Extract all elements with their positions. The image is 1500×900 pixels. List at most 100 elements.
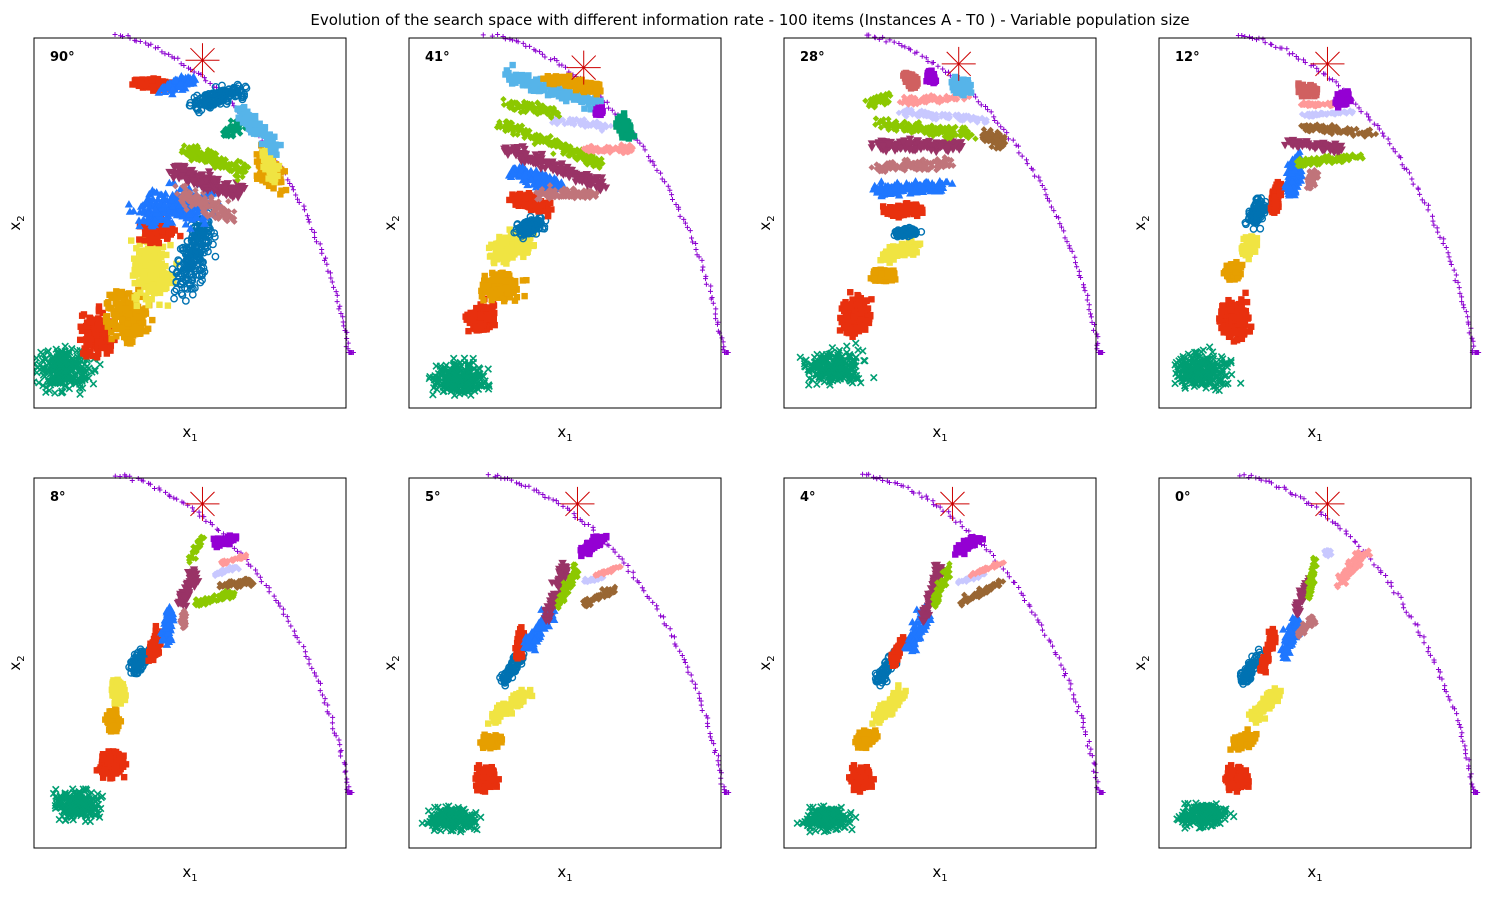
scatter-point bbox=[447, 378, 456, 387]
scatter-point bbox=[77, 323, 84, 330]
front-point bbox=[720, 339, 726, 345]
scatter-point bbox=[457, 375, 465, 383]
scatter-point bbox=[548, 206, 555, 213]
scatter-point bbox=[490, 302, 498, 309]
front-point bbox=[606, 105, 612, 111]
scatter-point bbox=[514, 125, 522, 132]
scatter-point bbox=[598, 155, 605, 163]
scatter-point bbox=[510, 196, 517, 204]
scatter-point bbox=[61, 358, 70, 367]
scatter-point bbox=[176, 79, 185, 87]
scatter-point bbox=[84, 323, 91, 330]
scatter-point bbox=[568, 190, 575, 197]
front-point bbox=[681, 216, 687, 222]
scatter-point bbox=[242, 114, 250, 122]
front-point bbox=[542, 54, 548, 60]
scatter-point bbox=[142, 292, 150, 299]
scatter-point bbox=[141, 237, 148, 244]
scatter-point bbox=[57, 347, 66, 356]
scatter-point bbox=[581, 194, 589, 202]
population-cloud bbox=[219, 117, 249, 140]
scatter-point bbox=[193, 181, 202, 189]
scatter-point bbox=[136, 202, 146, 210]
scatter-point bbox=[622, 147, 629, 154]
scatter-point bbox=[149, 83, 156, 90]
scatter-point bbox=[439, 387, 447, 396]
scatter-point bbox=[139, 315, 146, 323]
scatter-point bbox=[513, 198, 521, 206]
scatter-point bbox=[262, 147, 269, 155]
front-point bbox=[155, 45, 161, 51]
scatter-point bbox=[484, 365, 492, 373]
scatter-point bbox=[613, 144, 620, 152]
scatter-point bbox=[207, 189, 216, 198]
scatter-point bbox=[482, 282, 490, 289]
scatter-point bbox=[67, 377, 75, 385]
front-point bbox=[533, 48, 539, 54]
scatter-point bbox=[571, 147, 578, 154]
scatter-point bbox=[92, 332, 100, 339]
scatter-point bbox=[220, 186, 230, 195]
scatter-point bbox=[582, 171, 592, 179]
scatter-point bbox=[508, 119, 516, 127]
scatter-point bbox=[265, 175, 272, 182]
scatter-point bbox=[555, 118, 562, 125]
scatter-point bbox=[94, 322, 102, 329]
scatter-point bbox=[500, 95, 507, 103]
scatter-point bbox=[142, 305, 149, 312]
scatter-point bbox=[263, 159, 270, 167]
scatter-point bbox=[426, 372, 434, 381]
front-point bbox=[651, 162, 657, 168]
scatter-point bbox=[239, 173, 246, 181]
scatter-point bbox=[577, 121, 584, 129]
scatter-point bbox=[568, 117, 575, 125]
scatter-point bbox=[165, 79, 174, 87]
scatter-point bbox=[499, 285, 507, 293]
scatter-point bbox=[470, 311, 478, 318]
scatter-point bbox=[220, 183, 229, 192]
scatter-point bbox=[581, 188, 588, 196]
scatter-point bbox=[478, 324, 485, 331]
scatter-point bbox=[532, 76, 540, 83]
scatter-point bbox=[156, 278, 163, 286]
scatter-point bbox=[508, 101, 516, 108]
scatter-point bbox=[165, 168, 174, 177]
front-point bbox=[642, 147, 648, 153]
scatter-point bbox=[131, 306, 138, 313]
scatter-point bbox=[180, 142, 188, 149]
scatter-point bbox=[187, 276, 196, 285]
front-point bbox=[289, 184, 295, 190]
scatter-point bbox=[562, 193, 569, 200]
scatter-point bbox=[506, 73, 513, 80]
scatter-point bbox=[108, 294, 115, 301]
scatter-point bbox=[505, 126, 512, 134]
scatter-point bbox=[141, 81, 148, 89]
scatter-point bbox=[558, 90, 565, 97]
scatter-point bbox=[88, 325, 95, 333]
scatter-point bbox=[601, 184, 611, 192]
scatter-point bbox=[618, 123, 625, 130]
scatter-point bbox=[589, 151, 596, 159]
scatter-point bbox=[482, 289, 489, 296]
scatter-point bbox=[550, 150, 557, 157]
front-point bbox=[143, 40, 149, 46]
scatter-point bbox=[189, 177, 198, 186]
front-point bbox=[634, 137, 640, 143]
scatter-point bbox=[521, 151, 530, 159]
scatter-point bbox=[590, 191, 598, 198]
scatter-point bbox=[43, 365, 51, 374]
scatter-point bbox=[132, 271, 139, 279]
scatter-point bbox=[266, 167, 273, 174]
scatter-point bbox=[491, 321, 498, 329]
scatter-point bbox=[113, 288, 120, 295]
scatter-point bbox=[84, 374, 93, 382]
population-clouds bbox=[34, 71, 290, 398]
scatter-point bbox=[61, 356, 70, 364]
scatter-point bbox=[504, 290, 512, 297]
scatter-point bbox=[221, 215, 229, 223]
scatter-point bbox=[147, 239, 154, 247]
front-point bbox=[725, 350, 731, 355]
scatter-point bbox=[509, 240, 516, 248]
front-point bbox=[690, 239, 696, 245]
